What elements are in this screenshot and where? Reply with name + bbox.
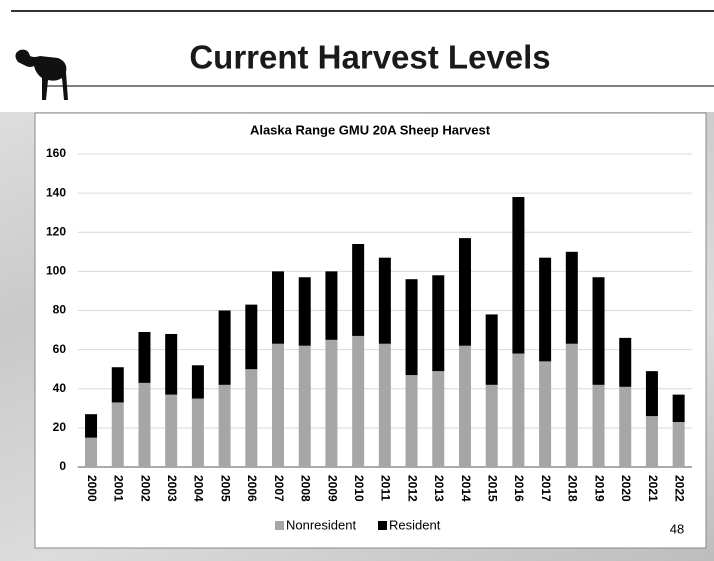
bar [272, 271, 285, 344]
bar [592, 277, 605, 385]
bar [325, 271, 338, 340]
bar [298, 277, 311, 346]
y-tick-label: 60 [53, 342, 67, 356]
x-tick-label: 2012 [405, 475, 419, 502]
y-tick-label: 140 [46, 185, 66, 199]
x-tick-label: 2003 [165, 475, 179, 502]
legend-label: Nonresident [286, 517, 356, 532]
bar [85, 437, 98, 467]
y-tick-label: 40 [53, 381, 67, 395]
bar [512, 353, 525, 467]
x-tick-label: 2009 [325, 475, 339, 502]
x-tick-label: 2022 [672, 475, 686, 502]
bar [352, 243, 365, 336]
x-tick-label: 2015 [486, 475, 500, 502]
x-tick-label: 2007 [272, 475, 286, 502]
bar [111, 402, 124, 467]
top-rule [11, 10, 714, 12]
x-tick-label: 2006 [245, 475, 259, 502]
bar [298, 345, 311, 467]
x-tick-label: 2008 [299, 475, 313, 502]
bar [619, 386, 632, 467]
bar [672, 394, 685, 423]
bar [352, 335, 365, 467]
bar [138, 382, 151, 467]
bar [432, 371, 445, 467]
x-tick-label: 2004 [192, 475, 206, 502]
x-tick-label: 2020 [619, 475, 633, 502]
bar [378, 343, 391, 467]
bar [458, 345, 471, 467]
bar [191, 398, 204, 467]
x-tick-label: 2005 [218, 475, 232, 502]
bar [458, 238, 471, 346]
x-tick-label: 2013 [432, 475, 446, 502]
bar [539, 361, 552, 467]
title-area [0, 0, 714, 112]
y-tick-label: 100 [46, 264, 66, 278]
bar [218, 310, 231, 385]
bar [191, 365, 204, 399]
x-tick-label: 2010 [352, 475, 366, 502]
bar [405, 279, 418, 376]
y-tick-label: 20 [53, 420, 67, 434]
bar [512, 197, 525, 354]
bar [85, 414, 98, 438]
bar [405, 375, 418, 467]
legend-swatch [275, 521, 284, 530]
bar [138, 332, 151, 383]
bar [672, 422, 685, 467]
bar [165, 333, 178, 395]
legend-label: Resident [389, 517, 441, 532]
x-tick-label: 2001 [112, 475, 126, 502]
bar [645, 371, 658, 417]
x-tick-label: 2002 [138, 475, 152, 502]
page-number: 48 [670, 521, 684, 536]
bar [432, 275, 445, 372]
bar [245, 304, 258, 370]
y-tick-label: 0 [59, 459, 66, 473]
x-tick-label: 2021 [646, 475, 660, 502]
y-tick-label: 80 [53, 303, 67, 317]
bar [111, 367, 124, 403]
x-tick-label: 2011 [379, 475, 393, 501]
bar [539, 257, 552, 362]
x-tick-label: 2019 [592, 475, 606, 502]
bar [165, 394, 178, 467]
bar [325, 339, 338, 467]
chart-title: Alaska Range GMU 20A Sheep Harvest [250, 122, 491, 137]
bar [485, 314, 498, 385]
bar [378, 257, 391, 344]
y-tick-label: 160 [46, 146, 66, 160]
x-tick-label: 2014 [459, 475, 473, 502]
bar [645, 416, 658, 467]
bar [245, 369, 258, 467]
ram-icon [15, 49, 68, 100]
x-tick-label: 2016 [512, 475, 526, 502]
bar [619, 337, 632, 387]
x-tick-label: 2017 [539, 475, 553, 502]
legend-swatch [378, 521, 387, 530]
slide-title: Current Harvest Levels [189, 39, 550, 76]
bar [218, 384, 231, 467]
bar [272, 343, 285, 467]
bar [565, 251, 578, 344]
x-tick-label: 2000 [85, 475, 99, 502]
y-tick-label: 120 [46, 224, 66, 238]
bar [565, 343, 578, 467]
bar [485, 384, 498, 467]
bar [592, 384, 605, 467]
x-tick-label: 2018 [566, 475, 580, 502]
